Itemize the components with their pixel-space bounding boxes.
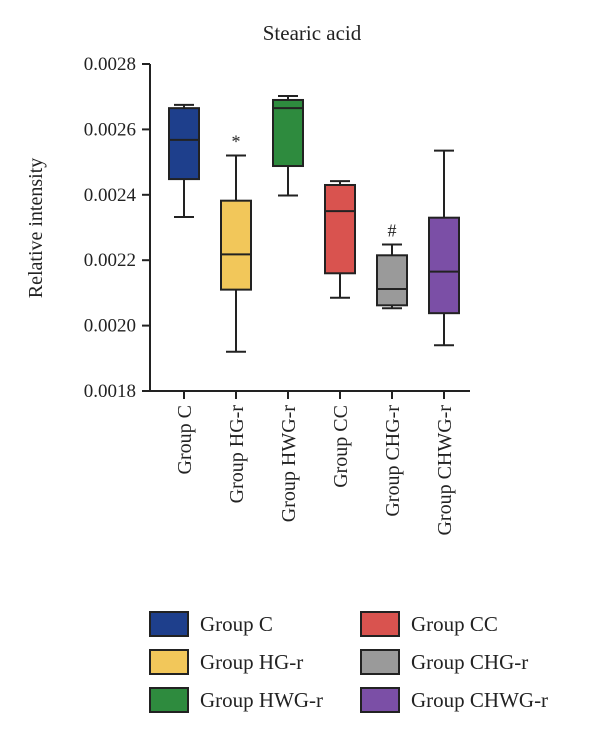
boxes: *# [168,95,460,353]
axes: 0.0018 0.0020 0.0022 0.0024 0.0026 0.0028 [84,54,470,402]
y-tick-label: 0.0022 [84,250,136,271]
y-tick-label: 0.0026 [84,119,136,140]
category-label: Group CHG-r [382,405,404,517]
iqr-box [168,107,200,181]
box-5: # [376,221,408,310]
legend-item: Group C [149,611,273,637]
legend-swatch [360,687,400,713]
category-label: Group HG-r [226,405,248,504]
iqr-box [324,183,356,275]
box-6 [428,149,460,347]
category-label: Group CC [330,405,352,488]
category-label: Group C [174,405,196,474]
iqr-box [220,199,252,291]
y-tick-label: 0.0024 [84,185,137,206]
legend-label: Group CHG-r [411,650,528,674]
legend-label: Group CHWG-r [411,688,548,712]
box-4 [324,180,356,299]
legend-label: Group HWG-r [200,688,323,712]
legend: Group C Group CC Group HG-r Group CHG-r Grou… [149,611,548,713]
category-label: Group CHWG-r [434,405,456,536]
chart-title: Stearic acid [263,21,362,45]
iqr-box [428,216,460,315]
y-axis-label: Relative intensity [25,158,47,299]
box-2: * [220,132,252,353]
legend-item: Group CC [360,611,498,637]
legend-swatch [360,611,400,637]
legend-label: Group CC [411,612,498,636]
box-3 [272,95,304,197]
legend-item: Group HWG-r [149,687,323,713]
y-tick-label: 0.0020 [84,316,136,337]
legend-item: Group HG-r [149,649,303,675]
legend-item: Group CHG-r [360,649,528,675]
iqr-box [376,254,408,307]
legend-label: Group HG-r [200,650,303,674]
category-labels: Group C Group HG-r Group HWG-r Group CC Grou… [174,391,456,536]
legend-item: Group CHWG-r [360,687,548,713]
box-1 [168,103,200,219]
significance-mark: * [232,132,241,152]
legend-swatch [360,649,400,675]
legend-swatch [149,649,189,675]
y-tick-label: 0.0018 [84,381,136,402]
iqr-box [272,98,304,168]
y-tick-label: 0.0028 [84,54,136,75]
legend-swatch [149,611,189,637]
significance-mark: # [388,221,397,241]
legend-label: Group C [200,612,273,636]
legend-swatch [149,687,189,713]
category-label: Group HWG-r [278,405,300,523]
